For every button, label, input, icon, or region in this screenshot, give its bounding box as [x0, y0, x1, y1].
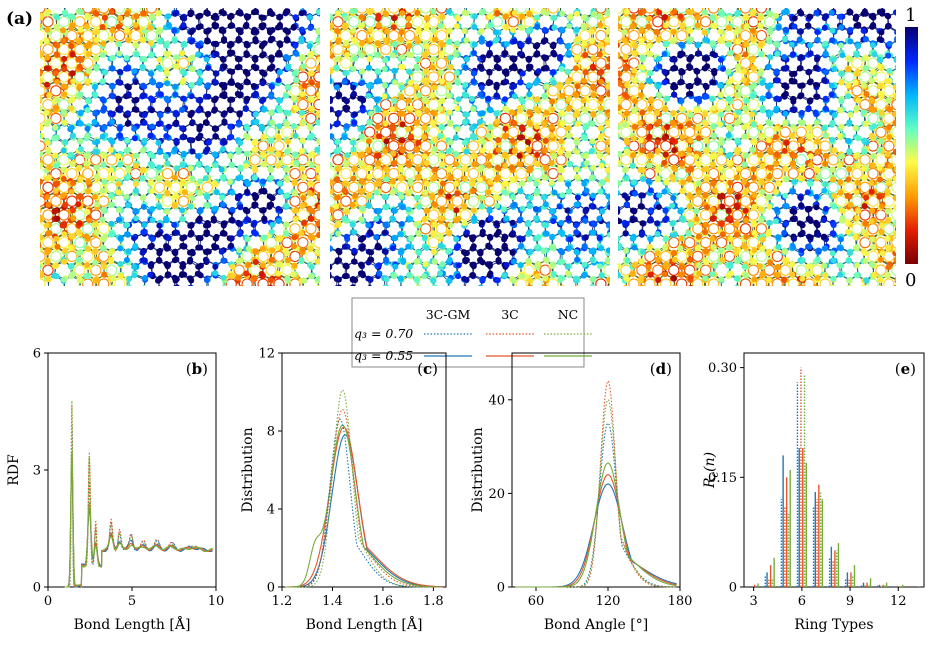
y-tick-label: 20: [488, 487, 505, 502]
panel-a-label: (a): [6, 9, 33, 29]
x-tick-label: 3: [750, 594, 758, 609]
panel-d-bond-angle: 60 120 180 0 20 40 Bond Angle [°] Distribution (…: [470, 352, 693, 633]
x-axis-label: Bond Angle [°]: [544, 617, 648, 633]
x-tick-label: 9: [846, 594, 854, 609]
colorbar-min-label: 0: [905, 270, 916, 291]
plot-frame: [511, 352, 681, 588]
colorbar: [905, 27, 918, 264]
legend-header-3c: 3C: [501, 307, 519, 322]
x-tick-label: 12: [890, 594, 907, 609]
y-tick-label: 40: [488, 393, 505, 408]
x-tick-label: 180: [668, 594, 693, 609]
panel-label: (e): [895, 360, 916, 378]
panel-c-bond-length: 1.2 1.4 1.6 1.8 0 4 8 12 Bond Length [Å] Distribu…: [240, 347, 447, 633]
x-tick-label: 1.6: [373, 594, 394, 609]
legend-header-nc: NC: [558, 307, 579, 322]
rdf-curve-3c-dotted: [64, 405, 213, 588]
y-tick-label: 0: [729, 581, 737, 596]
x-tick-label: 120: [596, 594, 621, 609]
legend-row-q055: q₃ = 0.55: [354, 348, 413, 363]
x-axis-label: Bond Length [Å]: [74, 615, 191, 633]
x-axis-label: Bond Length [Å]: [306, 615, 423, 633]
x-tick-label: 5: [128, 594, 136, 609]
x-tick-label: 1.4: [322, 594, 343, 609]
panel-label: (c): [417, 360, 438, 378]
network-panel-3c: [330, 8, 610, 286]
rdf-curve-nc-dotted: [64, 400, 213, 588]
rdf-curve-3c-gm-dotted: [64, 424, 213, 588]
y-axis-label: Distribution: [240, 427, 256, 512]
y-tick-label: 0.30: [708, 361, 737, 376]
panel-b-rdf: 0 5 10 0 3 6 Bond Length [Å] RDF (b): [6, 347, 224, 634]
y-tick-label: 3: [33, 464, 41, 479]
rdf-curve-nc-solid: [64, 451, 213, 588]
distribution-curve-nc-dotted: [285, 389, 443, 588]
x-tick-label: 10: [208, 594, 225, 609]
rdf-curve-3c-gm-solid: [64, 462, 213, 588]
y-axis-label: RDF: [6, 454, 22, 486]
network-panel-nc: [618, 8, 896, 286]
y-tick-label: 12: [258, 347, 275, 362]
y-tick-label: 8: [267, 425, 275, 440]
x-tick-label: 6: [798, 594, 806, 609]
plot-frame: [281, 352, 447, 588]
panel-label: (b): [186, 360, 208, 378]
y-tick-label: 0: [33, 581, 41, 596]
y-axis-label: Distribution: [470, 427, 486, 512]
legend: 3C-GM 3C NC q₃ = 0.70 q₃ = 0.55: [351, 297, 592, 368]
panel-e-ring-types: 3 6 9 12 0 0.15 0.30 Ring Types Rc(n) (e): [702, 352, 925, 633]
distribution-curve-3c-gm-solid: [515, 483, 677, 588]
distribution-curve-3c-solid: [285, 426, 443, 588]
panel-label: (d): [650, 360, 672, 378]
x-tick-label: 1.8: [423, 594, 444, 609]
x-tick-label: 1.2: [272, 594, 293, 609]
y-tick-label: 4: [267, 503, 275, 518]
legend-row-q070: q₃ = 0.70: [354, 326, 413, 341]
y-tick-label: 0: [267, 581, 275, 596]
x-axis-label: Ring Types: [794, 617, 873, 633]
y-tick-label: 6: [33, 347, 41, 362]
x-tick-label: 60: [528, 594, 545, 609]
y-axis-label: Rc(n): [702, 452, 721, 489]
network-panel-3c-gm: [40, 8, 320, 286]
distribution-curve-3c-gm-dotted: [515, 422, 677, 588]
distribution-curve-nc-dotted: [515, 399, 677, 588]
plot-frame: [743, 352, 925, 588]
distribution-curve-nc-solid: [285, 424, 443, 588]
distribution-curve-3c-gm-dotted: [285, 418, 443, 588]
legend-header-3c-gm: 3C-GM: [426, 307, 471, 322]
rdf-curve-3c-solid: [64, 455, 213, 588]
y-tick-label: 0.15: [708, 471, 737, 486]
y-tick-label: 0: [497, 581, 505, 596]
colorbar-max-label: 1: [905, 5, 916, 26]
distribution-curve-3c-dotted: [285, 409, 443, 588]
x-tick-label: 0: [44, 594, 52, 609]
distribution-curve-3c-dotted: [515, 380, 677, 588]
